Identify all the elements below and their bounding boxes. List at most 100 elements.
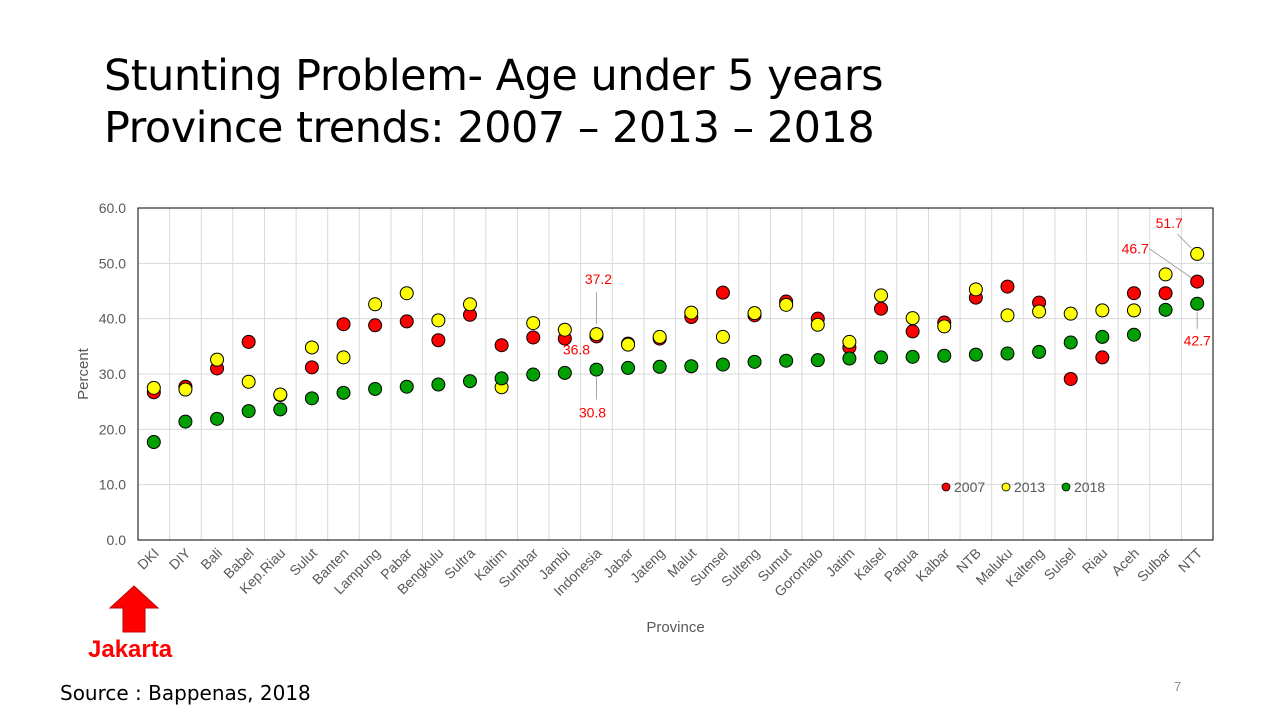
point-2013-sulbar (1158, 267, 1173, 282)
y-tick-label: 30.0 (99, 366, 126, 382)
point-2013-bengkulu (431, 313, 446, 328)
point-2013-sultra (462, 297, 477, 312)
x-tick-label-diy: DIY (166, 544, 194, 572)
point-2018-aceh (1126, 327, 1141, 342)
point-2007-sulbar (1158, 286, 1173, 301)
point-2018-malut (684, 359, 699, 374)
y-tick-label: 40.0 (99, 311, 126, 327)
point-2018-kalbar (937, 348, 952, 363)
point-2007-lampung (368, 318, 383, 333)
point-2018-indonesia (589, 362, 604, 377)
point-2013-sumsel (715, 329, 730, 344)
point-2018-kep-riau (273, 402, 288, 417)
source-note: Source : Bappenas, 2018 (60, 681, 311, 705)
point-2007-sulut (304, 360, 319, 375)
y-tick-label: 60.0 (99, 200, 126, 216)
y-axis-title: Percent (75, 347, 92, 400)
jakarta-callout: Jakarta (88, 636, 173, 663)
point-2018-bali (210, 411, 225, 426)
point-2007-kaltim (494, 338, 509, 353)
plot-border (137, 207, 1214, 541)
point-2013-kalteng (1032, 304, 1047, 319)
legend-marker-2007 (941, 482, 951, 492)
point-2018-sumbar (526, 367, 541, 382)
point-2013-kalsel (874, 288, 889, 303)
data-label-ntt-2013: 51.7 (1156, 215, 1183, 231)
point-2007-riau (1095, 350, 1110, 365)
point-2018-jatim (842, 351, 857, 366)
point-2013-jambi (557, 322, 572, 337)
point-2018-gorontalo (810, 353, 825, 368)
point-2013-sulteng (747, 306, 762, 321)
point-2013-malut (684, 305, 699, 320)
point-2018-kalsel (874, 350, 889, 365)
x-tick-label-jateng: Jateng (627, 545, 668, 586)
y-tick-label: 20.0 (99, 421, 126, 437)
point-2018-banten (336, 385, 351, 400)
point-2013-sumbar (526, 316, 541, 331)
point-2007-aceh (1126, 286, 1141, 301)
title-line-2: Province trends: 2007 – 2013 – 2018 (104, 103, 875, 153)
point-2013-bali (210, 352, 225, 367)
point-2018-babel (241, 404, 256, 419)
x-tick-label-papua: Papua (881, 545, 921, 585)
point-2018-bengkulu (431, 377, 446, 392)
point-2013-diy (178, 382, 193, 397)
point-2018-sumsel (715, 357, 730, 372)
page-number: 7 (1174, 679, 1182, 694)
x-tick-label-ntt: NTT (1175, 544, 1206, 575)
point-2013-papua (905, 311, 920, 326)
point-2018-ntt (1190, 296, 1205, 311)
x-tick-label-dki: DKI (134, 545, 162, 573)
legend-marker-2013 (1001, 482, 1011, 492)
leader-line-ntt-2007 (1148, 248, 1192, 279)
data-label-ntt-2007: 46.7 (1122, 241, 1149, 257)
point-2007-sumbar (526, 330, 541, 345)
point-2013-sulsel (1063, 306, 1078, 321)
point-2018-kalteng (1032, 344, 1047, 359)
point-2013-kalbar (937, 319, 952, 334)
up-arrow-icon (108, 585, 160, 633)
point-2018-kaltim (494, 371, 509, 386)
point-2007-papua (905, 324, 920, 339)
point-2013-babel (241, 374, 256, 389)
point-2007-maluku (1000, 279, 1015, 294)
x-tick-label-sulbar: Sulbar (1134, 545, 1174, 585)
point-2013-lampung (368, 297, 383, 312)
point-2013-ntt (1190, 246, 1205, 261)
point-2018-sultra (462, 374, 477, 389)
point-2013-pabar (399, 286, 414, 301)
point-2007-sumsel (715, 285, 730, 300)
point-2018-sulsel (1063, 335, 1078, 350)
data-label-indonesia-2007: 36.8 (563, 341, 590, 357)
y-tick-label: 10.0 (99, 477, 126, 493)
point-2013-indonesia (589, 327, 604, 342)
point-2018-lampung (368, 381, 383, 396)
point-2013-jateng (652, 329, 667, 344)
title-line-1: Stunting Problem- Age under 5 years (104, 51, 883, 101)
point-2013-sumut (779, 297, 794, 312)
point-2018-diy (178, 414, 193, 429)
point-2013-kep-riau (273, 387, 288, 402)
x-tick-label-kalbar: Kalbar (912, 545, 952, 585)
point-2018-sulbar (1158, 302, 1173, 317)
point-2013-maluku (1000, 308, 1015, 323)
point-2013-ntb (968, 282, 983, 297)
data-label-indonesia-2018: 30.8 (579, 405, 606, 421)
point-2018-sulut (304, 391, 319, 406)
point-2013-sulut (304, 340, 319, 355)
leader-line-ntt-2013 (1176, 233, 1192, 249)
point-2018-sumut (779, 353, 794, 368)
point-2018-jateng (652, 359, 667, 374)
slide-title: Stunting Problem- Age under 5 years Prov… (104, 50, 883, 154)
point-2013-banten (336, 350, 351, 365)
point-2007-bengkulu (431, 333, 446, 348)
y-tick-label: 0.0 (107, 532, 127, 548)
data-label-ntt-2018: 42.7 (1184, 333, 1211, 349)
point-2013-jabar (621, 337, 636, 352)
point-2013-dki (146, 380, 161, 395)
point-2007-pabar (399, 314, 414, 329)
point-2018-jambi (557, 365, 572, 380)
point-2007-sulsel (1063, 371, 1078, 386)
